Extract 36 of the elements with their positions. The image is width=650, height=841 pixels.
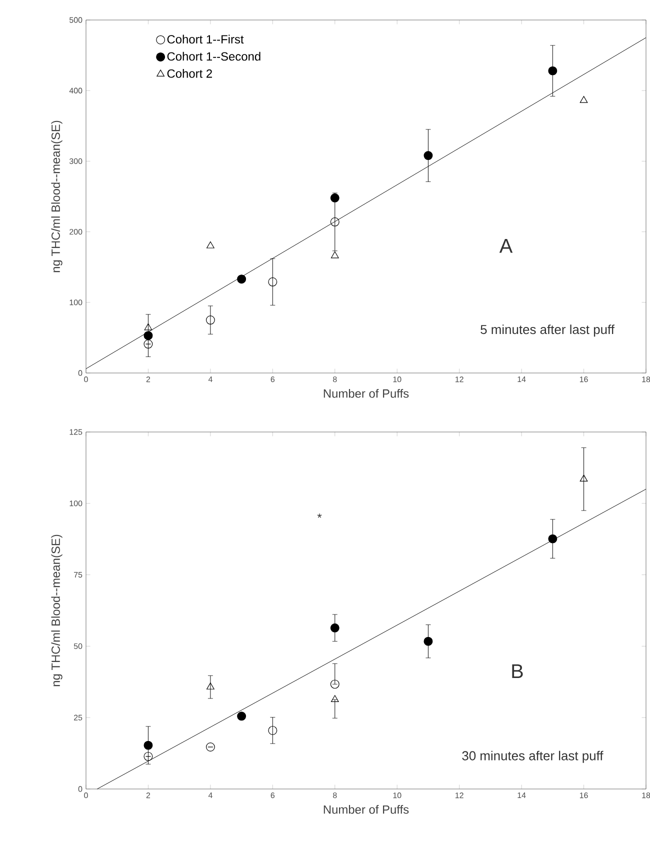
point	[330, 680, 340, 689]
legend-label: Cohort 2	[167, 69, 212, 78]
point	[268, 277, 278, 286]
point	[144, 340, 153, 349]
point	[206, 682, 214, 690]
point	[424, 636, 433, 646]
point	[144, 740, 153, 750]
x-axis-title: Number of Puffs	[324, 389, 409, 398]
point	[237, 274, 246, 284]
point	[144, 331, 153, 340]
point	[580, 474, 588, 482]
point	[330, 217, 340, 226]
annotation: *	[317, 514, 322, 518]
point	[424, 151, 433, 160]
point	[268, 726, 278, 735]
point	[548, 534, 558, 544]
point	[330, 193, 340, 202]
point	[206, 742, 215, 752]
point	[206, 241, 214, 248]
point	[330, 623, 340, 632]
annotation: A	[499, 239, 513, 253]
point	[206, 316, 215, 325]
annotation: 5 minutes after last puff	[480, 324, 614, 337]
y-axis-title: ng THC/ml Blood--mean(SE)	[51, 534, 62, 686]
x-axis-title: Number of Puffs	[324, 805, 409, 814]
point	[237, 712, 246, 721]
point	[144, 752, 153, 761]
annotation: 30 minutes after last puff	[462, 750, 604, 763]
legend-label: Cohort 1--First	[167, 34, 244, 44]
point	[580, 96, 588, 103]
annotation: B	[512, 664, 523, 678]
point	[548, 66, 558, 76]
y-axis-title: ng THC/ml Blood--mean(SE)	[51, 120, 62, 272]
legend-label: Cohort 1--Second	[167, 52, 260, 61]
point	[144, 323, 152, 330]
point	[330, 695, 339, 702]
